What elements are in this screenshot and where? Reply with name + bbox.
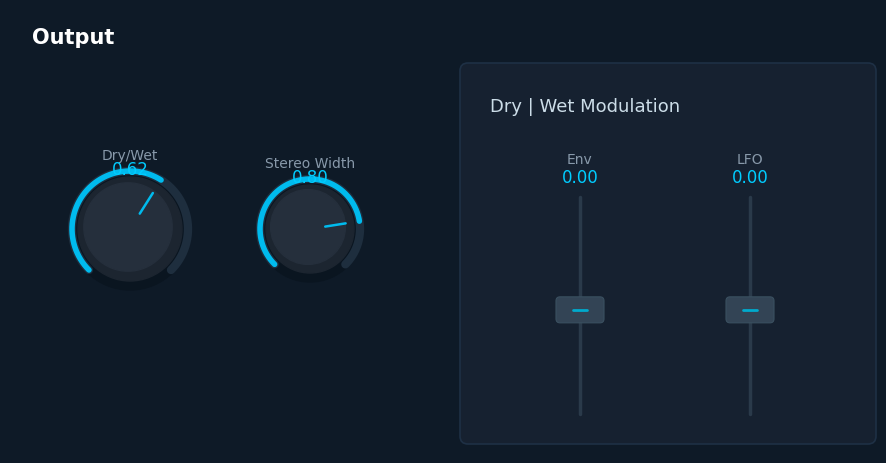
Circle shape — [270, 190, 346, 265]
Text: LFO: LFO — [736, 153, 764, 167]
Circle shape — [78, 178, 182, 282]
Text: 0.00: 0.00 — [732, 169, 768, 187]
Circle shape — [257, 176, 363, 282]
Text: Output: Output — [32, 28, 114, 48]
Text: Dry | Wet Modulation: Dry | Wet Modulation — [490, 98, 680, 116]
Circle shape — [266, 186, 354, 274]
Text: 0.00: 0.00 — [562, 169, 598, 187]
FancyBboxPatch shape — [460, 64, 876, 444]
Circle shape — [69, 169, 191, 290]
Text: 0.80: 0.80 — [291, 169, 329, 187]
Text: 0.62: 0.62 — [112, 161, 149, 179]
Text: Dry/Wet: Dry/Wet — [102, 149, 159, 163]
FancyBboxPatch shape — [726, 297, 774, 323]
Text: Stereo Width: Stereo Width — [265, 156, 355, 171]
Circle shape — [84, 183, 172, 272]
FancyBboxPatch shape — [556, 297, 604, 323]
Text: Env: Env — [567, 153, 593, 167]
